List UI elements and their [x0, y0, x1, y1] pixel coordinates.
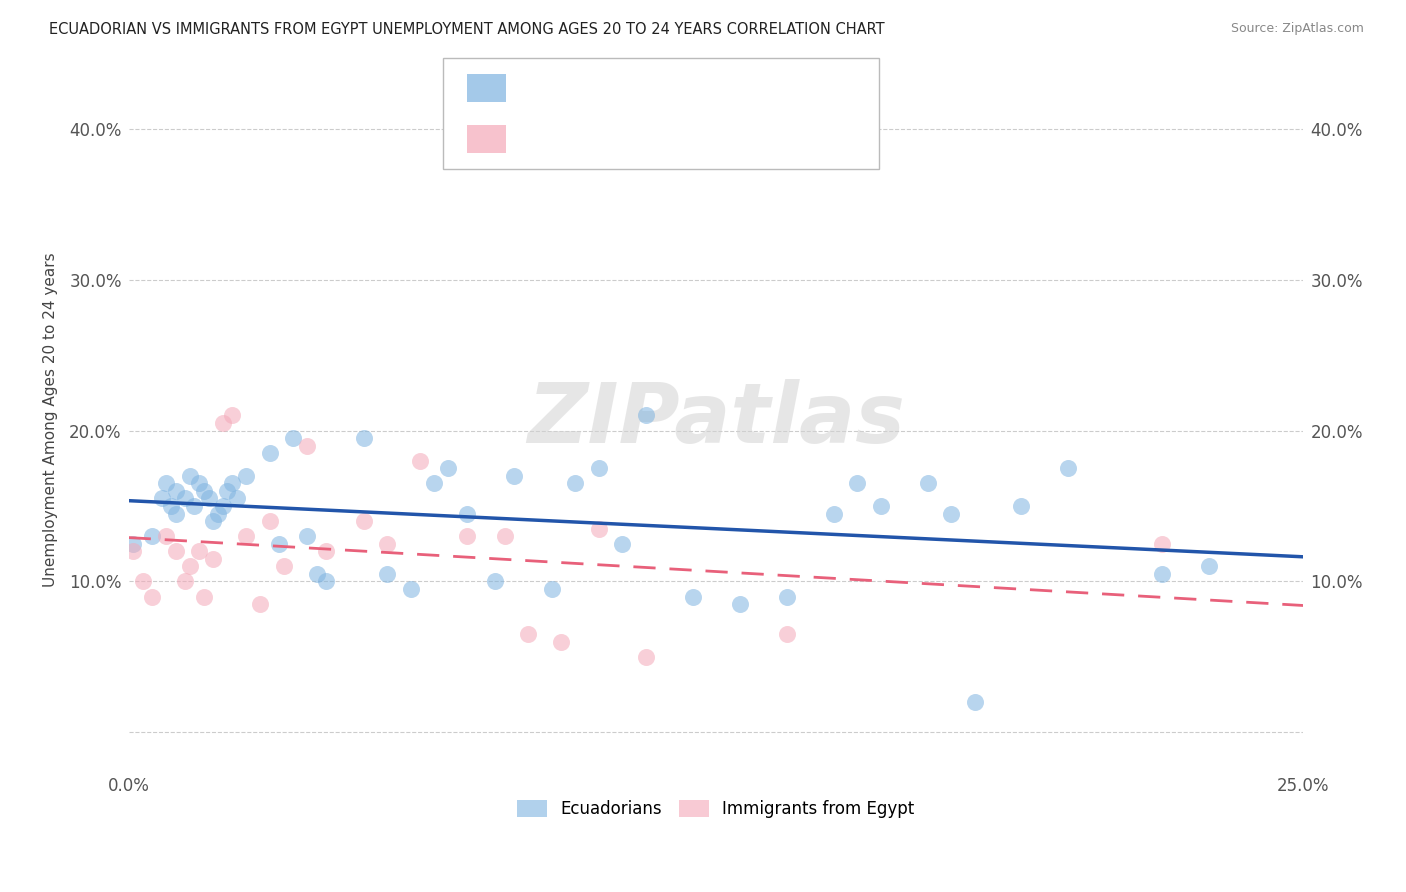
Point	[179, 468, 201, 483]
Point	[375, 537, 398, 551]
Point	[503, 468, 526, 483]
Point	[197, 491, 219, 506]
Point	[202, 551, 225, 566]
Point	[165, 544, 187, 558]
Point	[193, 590, 215, 604]
Point	[1152, 566, 1174, 581]
Point	[235, 468, 257, 483]
Text: N = 52: N = 52	[668, 79, 725, 97]
Point	[1057, 461, 1080, 475]
Text: R =  0.295: R = 0.295	[517, 79, 606, 97]
Point	[1011, 499, 1033, 513]
Point	[869, 499, 891, 513]
Point	[188, 476, 211, 491]
Point	[682, 590, 704, 604]
Point	[165, 483, 187, 498]
Point	[550, 634, 572, 648]
Point	[183, 499, 205, 513]
Point	[193, 483, 215, 498]
Point	[155, 529, 177, 543]
Point	[315, 544, 337, 558]
Point	[375, 566, 398, 581]
Point	[235, 529, 257, 543]
Point	[588, 522, 610, 536]
Point	[1198, 559, 1220, 574]
Point	[634, 409, 657, 423]
Point	[188, 544, 211, 558]
Point	[494, 529, 516, 543]
Point	[456, 507, 478, 521]
Point	[141, 529, 163, 543]
Point	[484, 574, 506, 589]
Point	[132, 574, 155, 589]
Point	[249, 597, 271, 611]
Point	[517, 627, 540, 641]
Point	[305, 566, 328, 581]
Point	[610, 537, 633, 551]
Point	[917, 476, 939, 491]
Point	[540, 582, 562, 596]
Point	[150, 491, 173, 506]
Point	[297, 439, 319, 453]
Point	[221, 409, 243, 423]
Point	[456, 529, 478, 543]
Point	[564, 476, 586, 491]
Point	[634, 649, 657, 664]
Point	[160, 499, 183, 513]
Point	[141, 590, 163, 604]
Text: ECUADORIAN VS IMMIGRANTS FROM EGYPT UNEMPLOYMENT AMONG AGES 20 TO 24 YEARS CORRE: ECUADORIAN VS IMMIGRANTS FROM EGYPT UNEM…	[49, 22, 884, 37]
Point	[728, 597, 751, 611]
Point	[939, 507, 962, 521]
Point	[217, 483, 239, 498]
Point	[259, 514, 281, 528]
Point	[122, 537, 145, 551]
Text: N = 29: N = 29	[668, 130, 725, 148]
Point	[267, 537, 290, 551]
Point	[155, 476, 177, 491]
Point	[1152, 537, 1174, 551]
Point	[179, 559, 201, 574]
Point	[174, 491, 197, 506]
Point	[846, 476, 869, 491]
Point	[297, 529, 319, 543]
Point	[823, 507, 845, 521]
Point	[202, 514, 225, 528]
Point	[423, 476, 446, 491]
Text: ZIPatlas: ZIPatlas	[527, 379, 905, 459]
Point	[211, 416, 233, 430]
Point	[963, 695, 986, 709]
Text: R = -0.018: R = -0.018	[517, 130, 606, 148]
Point	[588, 461, 610, 475]
Point	[165, 507, 187, 521]
Point	[221, 476, 243, 491]
Point	[174, 574, 197, 589]
Point	[211, 499, 233, 513]
Y-axis label: Unemployment Among Ages 20 to 24 years: Unemployment Among Ages 20 to 24 years	[44, 252, 58, 587]
Point	[775, 590, 797, 604]
Point	[207, 507, 229, 521]
Point	[399, 582, 422, 596]
Point	[122, 544, 145, 558]
Text: Source: ZipAtlas.com: Source: ZipAtlas.com	[1230, 22, 1364, 36]
Legend: Ecuadorians, Immigrants from Egypt: Ecuadorians, Immigrants from Egypt	[510, 793, 921, 825]
Point	[775, 627, 797, 641]
Point	[353, 514, 375, 528]
Point	[437, 461, 460, 475]
Point	[225, 491, 247, 506]
Point	[353, 431, 375, 445]
Point	[273, 559, 295, 574]
Point	[315, 574, 337, 589]
Point	[259, 446, 281, 460]
Point	[409, 454, 432, 468]
Point	[281, 431, 304, 445]
